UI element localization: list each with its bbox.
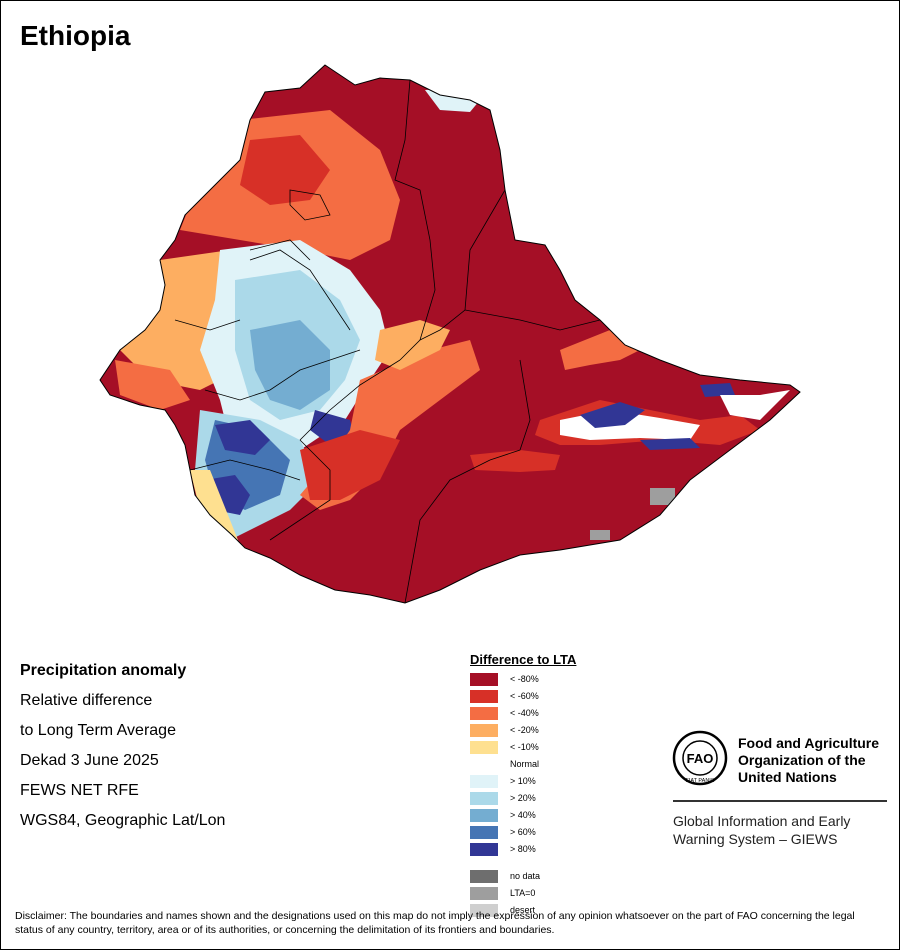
- wet-legend-item: > 80%: [470, 841, 670, 858]
- dry-legend-item: < -40%: [470, 705, 670, 722]
- other-legend-swatch: [470, 870, 498, 883]
- other-legend-item: desert: [470, 902, 670, 919]
- other-legend-item: no data: [470, 868, 670, 885]
- wet-legend-label: > 40%: [510, 810, 536, 820]
- wet-legend-swatch: [470, 809, 498, 822]
- wet-legend-label: > 10%: [510, 776, 536, 786]
- dry-legend-label: < -40%: [510, 708, 539, 718]
- map-title: Ethiopia: [20, 20, 131, 51]
- giews-line2: Warning System – GIEWS: [673, 831, 838, 847]
- fao-name-line2: Organization of the: [738, 752, 866, 768]
- wet-legend-item: > 20%: [470, 790, 670, 807]
- legend: Difference to LTA < -80% < -60% < -40% < -2…: [470, 652, 670, 919]
- dry-legend-item: < -10%: [470, 739, 670, 756]
- legend-label-normal: Normal: [510, 759, 540, 769]
- dry-legend-swatch: [470, 673, 498, 686]
- fao-name-line1: Food and Agriculture: [738, 735, 880, 751]
- info-line5: WGS84, Geographic Lat/Lon: [20, 812, 226, 829]
- info-heading: Precipitation anomaly: [20, 662, 187, 679]
- dry-legend-item: < -60%: [470, 688, 670, 705]
- info-line4: FEWS NET RFE: [20, 782, 139, 799]
- giews-name: Global Information and Early Warning Sys…: [673, 812, 850, 848]
- dry-legend-item: < -80%: [470, 671, 670, 688]
- map-info: Precipitation anomaly Relative differenc…: [20, 656, 225, 836]
- fao-logo-text: FAO: [687, 751, 714, 766]
- fao-name-line3: United Nations: [738, 769, 837, 785]
- info-line2: to Long Term Average: [20, 722, 176, 739]
- wet-legend-item: > 40%: [470, 807, 670, 824]
- other-legend-item: LTA=0: [470, 885, 670, 902]
- dry-legend-item: < -20%: [470, 722, 670, 739]
- dry-legend-swatch: [470, 690, 498, 703]
- other-legend-label: desert: [510, 905, 536, 915]
- dry-legend-label: < -20%: [510, 725, 539, 735]
- disclaimer: Disclaimer: The boundaries and names sho…: [15, 910, 855, 936]
- info-line1: Relative difference: [20, 692, 153, 709]
- wet-legend-label: > 80%: [510, 844, 536, 854]
- wet-legend-swatch: [470, 775, 498, 788]
- other-legend-label: LTA=0: [510, 888, 536, 898]
- ethiopia-anomaly-map: [99, 64, 801, 604]
- dry-legend-swatch: [470, 707, 498, 720]
- giews-line1: Global Information and Early: [673, 813, 851, 829]
- fao-name: Food and Agriculture Organization of the…: [738, 735, 898, 786]
- dry-legend-label: < -60%: [510, 691, 539, 701]
- fao-logo-motto: FIAT PANIS: [685, 778, 714, 784]
- legend-item-normal: Normal: [470, 756, 670, 773]
- dry-legend-label: < -80%: [510, 674, 539, 684]
- dry-legend-label: < -10%: [510, 742, 539, 752]
- legend-title: Difference to LTA: [470, 652, 577, 667]
- dry-legend-swatch: [470, 724, 498, 737]
- wet-legend-swatch: [470, 843, 498, 856]
- fao-logo-icon: FAO FIAT PANIS: [672, 730, 728, 786]
- dry-legend-swatch: [470, 741, 498, 754]
- other-legend-swatch: [470, 887, 498, 900]
- wet-legend-label: > 20%: [510, 793, 536, 803]
- wet-legend-label: > 60%: [510, 827, 536, 837]
- wet-legend-swatch: [470, 792, 498, 805]
- fao-divider: [673, 800, 887, 802]
- other-legend-swatch: [470, 904, 498, 917]
- wet-legend-item: > 10%: [470, 773, 670, 790]
- wet-legend-item: > 60%: [470, 824, 670, 841]
- other-legend-label: no data: [510, 871, 541, 881]
- info-line3: Dekad 3 June 2025: [20, 752, 159, 769]
- wet-legend-swatch: [470, 826, 498, 839]
